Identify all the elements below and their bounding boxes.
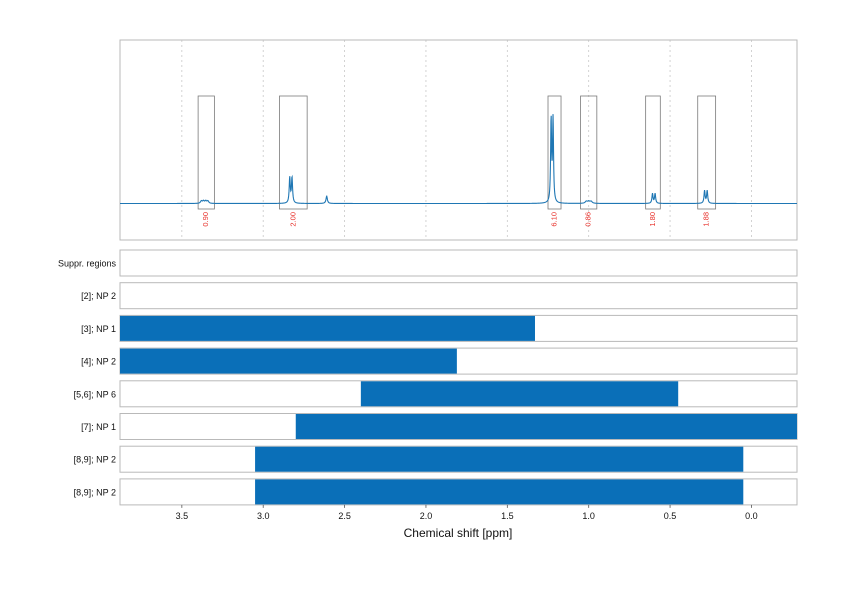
- integration-region: [279, 95, 308, 210]
- integration-region: [547, 95, 562, 210]
- fit-row-label: [2]; NP 2: [81, 291, 116, 301]
- x-tick-label: 2.0: [420, 511, 433, 521]
- fit-row-label: [4]; NP 2: [81, 357, 116, 367]
- fit-row: [4]; NP 2: [81, 347, 798, 375]
- fit-row-label: [8,9]; NP 2: [74, 487, 116, 497]
- integration-region: [697, 95, 717, 210]
- fit-row-bar: [255, 479, 744, 505]
- fit-row: [8,9]; NP 2: [74, 445, 798, 473]
- x-axis-label: Chemical shift [ppm]: [404, 526, 513, 540]
- integral-label: 6.10: [550, 212, 559, 227]
- fit-row: Suppr. regions: [58, 249, 798, 277]
- spectrum-panel: 0.90 2.00 6.10 0.86 1.80 1.88: [119, 39, 798, 241]
- spectrum-frame: [119, 39, 798, 241]
- fit-row-frame: [119, 249, 798, 277]
- fit-row-bar: [120, 348, 457, 374]
- fit-row-label: [5,6]; NP 6: [74, 389, 116, 399]
- x-tick-label: 2.5: [338, 511, 351, 521]
- x-tick-label: 3.0: [257, 511, 270, 521]
- integral-label: 0.86: [584, 212, 593, 227]
- x-tick-label: 0.5: [664, 511, 677, 521]
- fit-row-bar: [120, 315, 535, 341]
- integration-region: [580, 95, 598, 210]
- fit-row: [7]; NP 1: [81, 413, 798, 440]
- spectrum-trace: [120, 114, 797, 205]
- integral-label: 2.00: [288, 212, 297, 227]
- x-tick-label: 1.0: [582, 511, 595, 521]
- integral-label: 0.90: [201, 212, 210, 227]
- x-tick-label: 3.5: [176, 511, 189, 521]
- fit-row: [3]; NP 1: [81, 314, 798, 342]
- fit-row-label: [7]; NP 1: [81, 422, 116, 432]
- fit-row: [8,9]; NP 2: [74, 478, 798, 506]
- fit-row-label: [8,9]; NP 2: [74, 455, 116, 465]
- x-tick-label: 0.0: [745, 511, 758, 521]
- fit-row-label: [3]; NP 1: [81, 324, 116, 334]
- fit-row-frame: [119, 282, 798, 310]
- integration-region: [645, 95, 661, 210]
- fit-rows-panel: Suppr. regions [2]; NP 2 [3]; NP 1 [4]; NP …: [58, 249, 798, 506]
- integral-label: 1.88: [702, 212, 711, 227]
- integration-region: [197, 95, 215, 210]
- fit-row-bar: [255, 446, 744, 472]
- fit-row: [2]; NP 2: [81, 282, 798, 310]
- fit-row-label: Suppr. regions: [58, 259, 117, 269]
- integral-label: 1.80: [648, 212, 657, 227]
- fit-row-bar: [360, 381, 679, 407]
- x-tick-label: 1.5: [501, 511, 514, 521]
- x-axis: 3.5 3.0 2.5 2.0 1.5 1.0 0.5 0.0: [176, 504, 758, 521]
- fit-row-bar: [295, 414, 797, 439]
- fit-row: [5,6]; NP 6: [74, 380, 798, 408]
